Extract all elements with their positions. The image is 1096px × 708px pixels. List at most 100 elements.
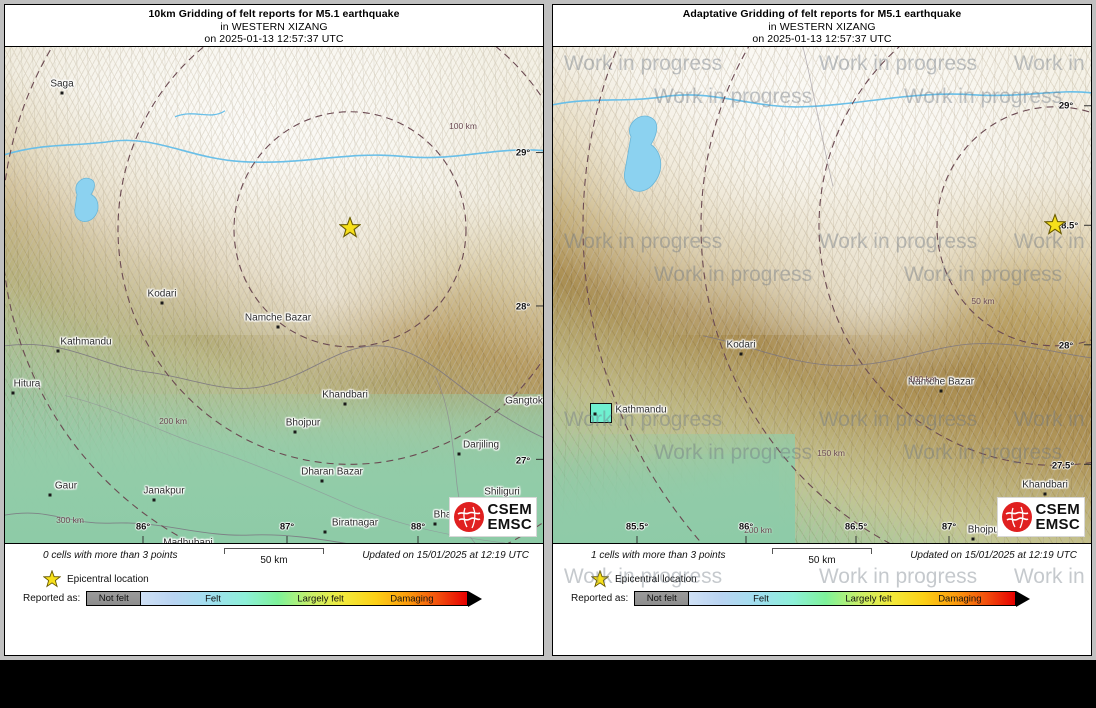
lon-tick: 86° (738, 521, 754, 533)
lon-tick: 86.5° (844, 521, 868, 533)
distance-ring-150km (700, 47, 891, 543)
panel-right-adaptative-gridding: Adaptative Gridding of felt reports for … (548, 0, 1096, 660)
title-line-3: on 2025-01-13 12:57:37 UTC (204, 33, 344, 45)
ring-label-200km: 200 km (159, 416, 187, 426)
relief-basemap-left (5, 47, 543, 543)
epicenter-star-icon (1043, 212, 1067, 241)
graticule-ticks (636, 105, 1091, 543)
colorbar-label-largely-felt: Largely felt (845, 593, 892, 604)
lake-polygon (623, 115, 662, 192)
reported-as-label: Reported as: (23, 593, 81, 604)
city-dot (276, 325, 280, 329)
lake-polygon (74, 177, 99, 222)
lat-tick: 28° (515, 301, 531, 313)
distance-ring-200km (582, 47, 703, 543)
terrain-snow-secondary (166, 195, 490, 395)
colorbar-gradient: Felt Largely felt Damaging (689, 591, 1017, 606)
terrain-plains-flatten (553, 453, 779, 543)
felt-report-cell[interactable] (590, 403, 612, 423)
scale-bar-label: 50 km (808, 555, 836, 566)
graticule-ticks (142, 152, 543, 543)
title-line-2: in WESTERN XIZANG (220, 20, 328, 33)
lat-tick: 29° (1058, 100, 1074, 112)
emsc-logo: CSEM EMSC (449, 497, 537, 537)
cells-note: 0 cells with more than 3 points (43, 550, 178, 561)
colorbar-label-not-felt: Not felt (98, 593, 129, 604)
logo-line-csem: CSEM (1035, 501, 1080, 518)
colorbar-label-felt: Felt (753, 593, 769, 604)
city-dot (60, 91, 64, 95)
map-left[interactable]: Saga Kodari Namche Bazar Kathmandu Hitur… (5, 46, 543, 544)
colorbar-not-felt-swatch: Not felt (634, 591, 690, 606)
colorbar-label-not-felt: Not felt (646, 593, 677, 604)
river-branch-north (174, 110, 226, 118)
panel-right-inner: Adaptative Gridding of felt reports for … (552, 4, 1092, 656)
river-tsangpo (5, 139, 543, 163)
terrain-snow-secondary (714, 195, 1038, 395)
legend-left: 0 cells with more than 3 points 50 km Up… (5, 544, 543, 613)
map-vector-overlay-left (5, 47, 543, 543)
ring-label-100km: 100 km (449, 121, 477, 131)
title-line-3: on 2025-01-13 12:57:37 UTC (752, 33, 892, 45)
river-tsangpo (553, 90, 1091, 108)
title-line-1: Adaptative Gridding of felt reports for … (682, 8, 962, 20)
lon-tick: 85.5° (625, 521, 649, 533)
city-dot (593, 412, 597, 416)
ring-label-50km: 50 km (971, 296, 995, 306)
city-dot (739, 352, 743, 356)
legend-row-colorbar: Reported as: Not felt Felt Largely felt … (561, 589, 1083, 608)
city-dot (971, 537, 975, 541)
road-line (802, 47, 834, 187)
reported-as-label: Reported as: (571, 593, 629, 604)
lat-tick: 29° (515, 147, 531, 159)
title-block-left: 10km Gridding of felt reports for M5.1 e… (5, 5, 543, 46)
legend-row-info: 1 cells with more than 3 points 50 km Up… (561, 548, 1083, 569)
colorbar-arrow-tip (468, 590, 483, 607)
colorbar-arrow-tip (1016, 590, 1031, 607)
colorbar-gradient: Felt Largely felt Damaging (141, 591, 469, 606)
border-nepal-india (5, 512, 347, 543)
border-nepal-china (5, 344, 543, 438)
ring-label-300km: 300 km (56, 515, 84, 525)
distance-ring-100km (233, 111, 467, 348)
distance-ring-50km (936, 106, 1091, 347)
panel-left-inner: 10km Gridding of felt reports for M5.1 e… (4, 4, 544, 656)
logo-line-emsc: EMSC (487, 516, 532, 533)
lat-tick: 27° (515, 455, 531, 467)
emsc-logo-text: CSEM EMSC (487, 502, 532, 532)
emsc-globe-icon (454, 502, 485, 532)
intensity-colorbar: Not felt Felt Largely felt Damaging (86, 590, 483, 607)
city-dot (457, 452, 461, 456)
city-dot (152, 498, 156, 502)
lon-tick: 87° (279, 521, 295, 533)
scale-bar: 50 km (772, 548, 872, 566)
legend-right: 1 cells with more than 3 points 50 km Up… (553, 544, 1091, 613)
cells-note: 1 cells with more than 3 points (591, 550, 726, 561)
scale-bar: 50 km (224, 548, 324, 566)
relief-basemap-right (553, 47, 1091, 543)
title-line-1: 10km Gridding of felt reports for M5.1 e… (148, 8, 400, 20)
lat-tick: 27.5° (1051, 460, 1075, 472)
scale-bar-bracket (224, 548, 324, 554)
city-dot (1043, 492, 1047, 496)
legend-row-info: 0 cells with more than 3 points 50 km Up… (13, 548, 535, 569)
lon-tick: 88° (410, 521, 426, 533)
city-dot (320, 479, 324, 483)
colorbar-label-damaging: Damaging (390, 593, 434, 604)
epicenter-legend-star-icon (43, 570, 61, 588)
lat-tick: 28° (1058, 340, 1074, 352)
colorbar-label-felt: Felt (205, 593, 221, 604)
scale-bar-label: 50 km (260, 555, 288, 566)
lon-tick: 87° (941, 521, 957, 533)
lon-tick: 86° (135, 521, 151, 533)
epicenter-legend-label: Epicentral location (615, 573, 697, 585)
scale-bar-bracket (772, 548, 872, 554)
legend-row-epicenter: Epicentral location (13, 569, 535, 589)
city-dot (939, 389, 943, 393)
distance-ring-200km (117, 47, 543, 465)
city-dot (48, 493, 52, 497)
logo-line-csem: CSEM (487, 501, 532, 518)
map-right[interactable]: Kodari Kathmandu Namche Bazar Khandbari … (553, 46, 1091, 544)
epicenter-star-icon (338, 215, 362, 244)
